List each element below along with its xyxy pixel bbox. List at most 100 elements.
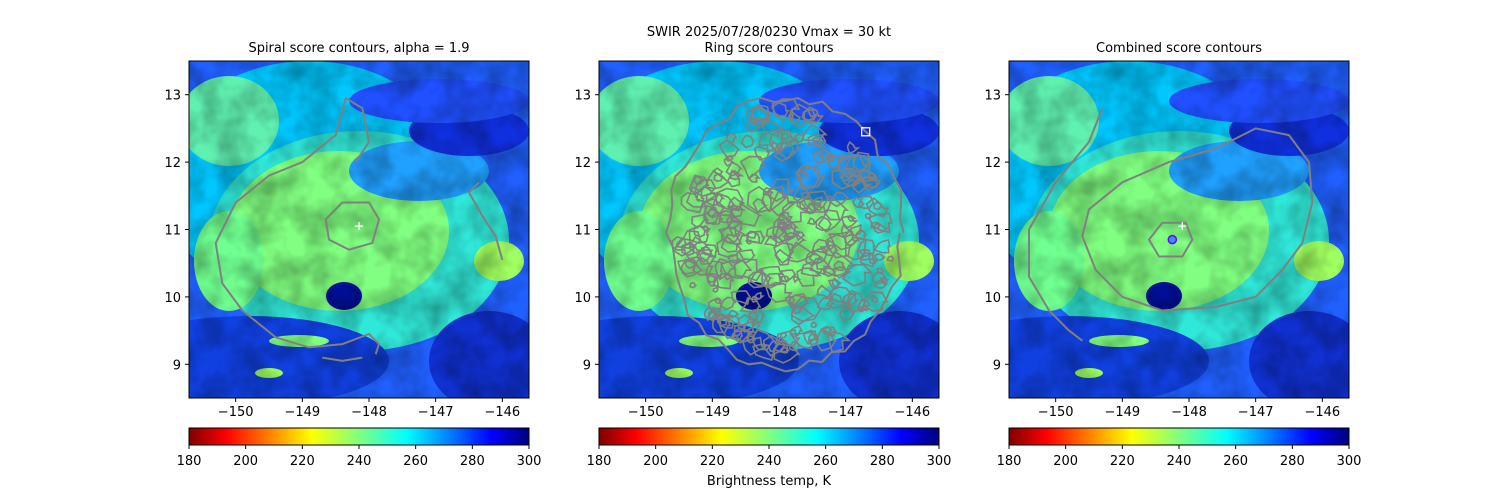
- x-tick-label: −148: [351, 405, 387, 420]
- ring-contour-loop: [799, 198, 821, 214]
- square-marker: [861, 127, 871, 137]
- ring-outer-contour: [664, 96, 905, 373]
- ring-contour-loop: [831, 277, 843, 288]
- y-tick-label: 13: [984, 89, 1001, 104]
- ring-contour-loop: [740, 134, 755, 149]
- ring-contour-loop: [849, 223, 864, 237]
- ring-contour-loop: [712, 272, 735, 290]
- y-tick-label: 9: [173, 358, 181, 373]
- ring-contour-loop: [753, 144, 771, 161]
- ring-contour-loop: [726, 254, 742, 264]
- colorbar: [1008, 427, 1350, 446]
- ring-contour-loop: [811, 238, 829, 254]
- contour-line: [1028, 107, 1104, 342]
- ring-contour-loop: [822, 325, 834, 336]
- ring-contour-loop: [765, 225, 787, 240]
- x-tick-label: −147: [828, 405, 864, 420]
- ring-contour-loop: [718, 317, 739, 329]
- ring-contour-loop: [837, 154, 869, 179]
- ring-contour-loop: [733, 258, 765, 282]
- contour-line: [214, 96, 381, 355]
- panel-title-ring: Ring score contours: [704, 41, 833, 56]
- ring-contour-loop: [752, 197, 769, 215]
- x-tick-label: −150: [628, 405, 664, 420]
- y-tick-label: 12: [164, 156, 181, 171]
- ring-contour-loop: [825, 292, 845, 310]
- ring-contour-loop: [714, 258, 737, 281]
- x-tick-label: −148: [761, 405, 797, 420]
- x-tick-label: −146: [894, 405, 930, 420]
- ring-contour-loop: [815, 215, 833, 232]
- ring-contour-loop: [720, 233, 743, 253]
- ring-contour-loop: [720, 225, 750, 246]
- ring-contour-loop: [846, 214, 858, 222]
- ring-contour-loop: [685, 185, 705, 208]
- x-tick-label: −146: [1304, 405, 1340, 420]
- ring-contour-loop: [758, 265, 783, 287]
- ring-contour-loop: [730, 290, 752, 305]
- ring-contour-loop: [768, 129, 798, 154]
- ring-contour-loop: [856, 248, 872, 261]
- x-tick-label: −146: [484, 405, 520, 420]
- ring-contour-loop: [689, 282, 698, 289]
- ring-contour-loop: [826, 233, 851, 259]
- ring-contour-loop: [711, 314, 732, 334]
- ring-contour-loop: [765, 281, 793, 303]
- ring-contour-loop: [777, 218, 787, 229]
- colorbar-tick-label: 260: [403, 454, 428, 469]
- ring-contour-loop: [707, 307, 721, 320]
- colorbar-tick-label: 180: [587, 454, 612, 469]
- ring-contour-loop: [773, 142, 796, 162]
- ring-contour-loop: [706, 272, 720, 287]
- ring-contour-loop: [870, 296, 879, 303]
- ring-contour-loop: [831, 167, 863, 190]
- colorbar-tick-label: 280: [870, 454, 895, 469]
- colorbar-tick-label: 240: [347, 454, 372, 469]
- x-tick-label: −149: [694, 405, 730, 420]
- ring-contour-loop: [707, 298, 723, 313]
- ring-contour-loop: [788, 112, 801, 124]
- ring-contour-loop: [777, 211, 793, 224]
- ring-contour-loop: [741, 336, 767, 356]
- ring-contour-loop: [703, 307, 718, 321]
- ring-contour-loop: [852, 151, 872, 173]
- x-tick-label: −149: [284, 405, 320, 420]
- ring-contour-loop: [803, 106, 825, 124]
- ring-contour-loop: [810, 321, 818, 329]
- ring-contour-loop: [703, 204, 720, 225]
- ring-contour-loop: [824, 151, 835, 163]
- ring-contour-loop: [725, 161, 743, 177]
- ring-contour-loop: [688, 225, 710, 244]
- colorbar-tick-label: 220: [1110, 454, 1135, 469]
- ring-contour-loop: [771, 101, 790, 117]
- ring-contour-loop: [705, 192, 726, 207]
- ring-contours: [664, 96, 905, 373]
- ring-contour-loop: [727, 219, 743, 238]
- ring-contour-loop: [713, 173, 726, 183]
- ring-contour-loop: [774, 329, 801, 347]
- colorbar-tick-label: 240: [1167, 454, 1192, 469]
- ring-contour-loop: [700, 246, 714, 256]
- ring-contour-loop: [773, 339, 801, 364]
- ring-contour-loop: [840, 215, 859, 229]
- colorbar: [598, 427, 940, 446]
- ring-contour-loop: [769, 190, 797, 217]
- colorbar: [188, 427, 530, 446]
- ring-contour-loop: [739, 297, 762, 314]
- colorbar-tick-label: 300: [927, 454, 952, 469]
- ring-contour-loop: [863, 291, 889, 312]
- ring-contour-loop: [801, 109, 818, 121]
- ring-contour-loop: [680, 192, 705, 214]
- ring-contour-loop: [749, 104, 770, 123]
- ring-contour-loop: [792, 185, 811, 204]
- ring-contour-loop: [718, 139, 741, 159]
- ring-contour-loop: [823, 250, 857, 277]
- ring-contour-loop: [688, 235, 709, 254]
- x-tick-label: −150: [218, 405, 254, 420]
- ring-contour-loop: [846, 140, 861, 155]
- ring-contour-loop: [817, 149, 835, 163]
- colorbar-label: Brightness temp, K: [707, 474, 832, 489]
- ring-contour-loop: [865, 197, 889, 218]
- ring-contour-loop: [816, 297, 836, 311]
- y-tick-label: 10: [984, 291, 1001, 306]
